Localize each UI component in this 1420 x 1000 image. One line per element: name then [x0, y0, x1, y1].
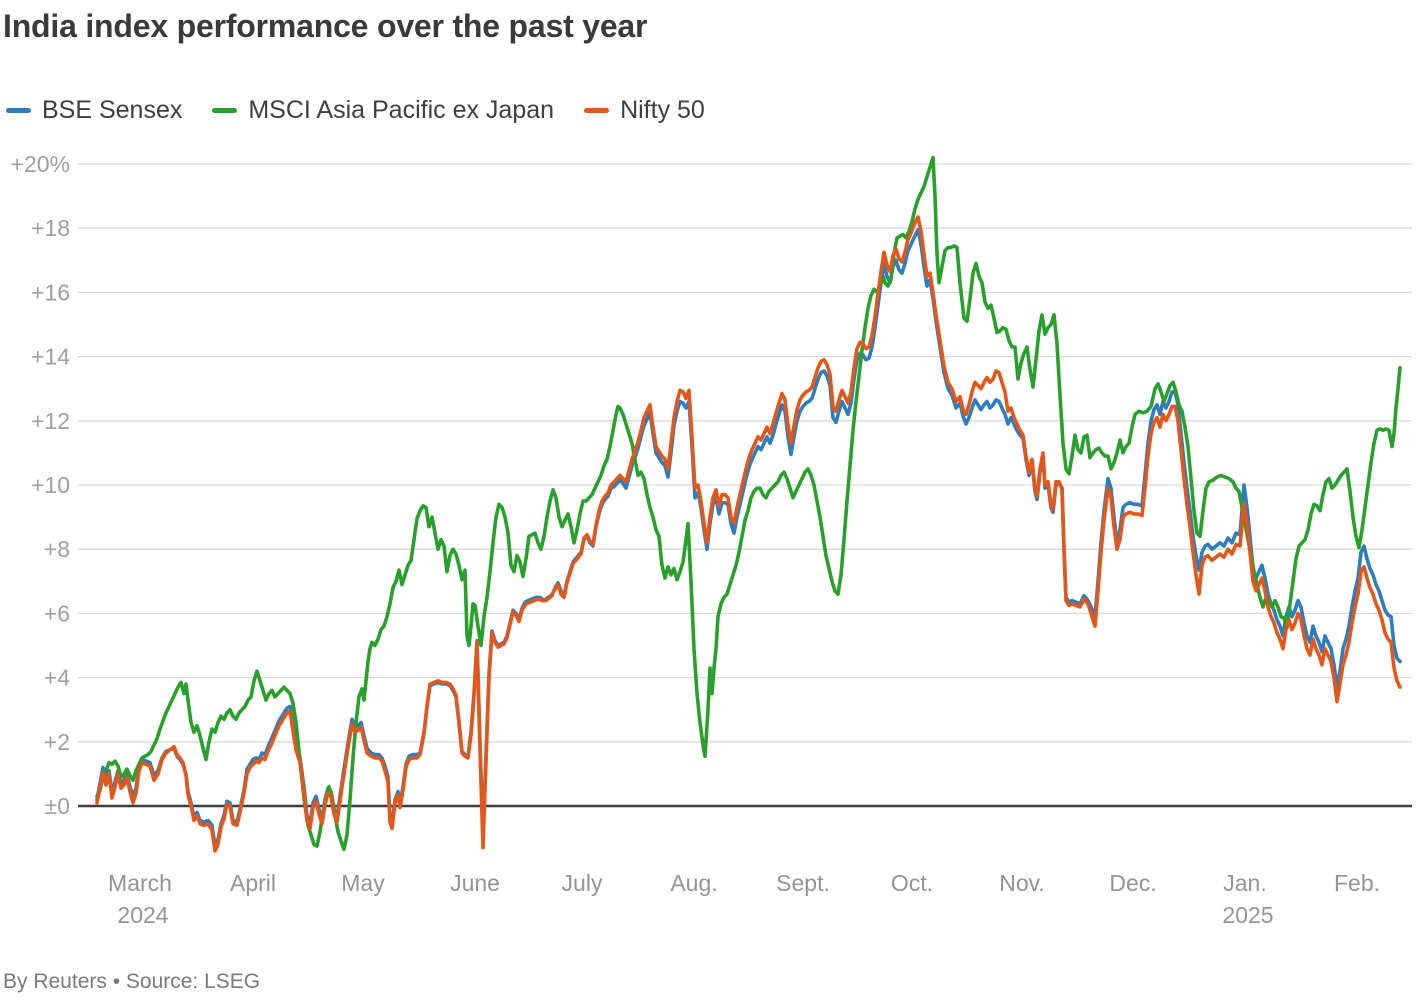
- series-line-msci-asia-pacific-ex-japan: [95, 155, 1402, 852]
- legend-label: MSCI Asia Pacific ex Japan: [248, 96, 555, 124]
- legend-swatch-blue: [6, 108, 31, 113]
- series-line-bse-sensex: [95, 228, 1402, 848]
- y-tick-label: +16: [31, 279, 70, 305]
- x-tick-label: June: [450, 870, 500, 896]
- legend-swatch-orange: [584, 108, 610, 113]
- x-tick-label: April: [230, 870, 276, 896]
- legend-item-msci-asia-pacific: MSCI Asia Pacific ex Japan: [212, 96, 554, 125]
- x-tick-label: March: [108, 870, 172, 896]
- y-tick-label: +20%: [11, 151, 70, 177]
- x-tick-label: Oct.: [891, 870, 933, 896]
- data-series: [95, 155, 1402, 853]
- x-tick-label: July: [562, 870, 603, 896]
- x-tick-label: Feb.: [1334, 870, 1380, 896]
- x-tick-label: May: [341, 870, 385, 896]
- chart-legend: BSE Sensex MSCI Asia Pacific ex Japan Ni…: [6, 96, 705, 125]
- y-tick-label: +18: [31, 215, 70, 241]
- source-attribution: By Reuters • Source: LSEG: [3, 970, 261, 993]
- y-tick-label: +6: [44, 600, 70, 626]
- legend-label: BSE Sensex: [42, 96, 183, 124]
- legend-label: Nifty 50: [620, 96, 705, 124]
- series-line-nifty-50: [95, 215, 1402, 853]
- legend-item-bse-sensex: BSE Sensex: [6, 96, 182, 125]
- x-tick-year-label: 2025: [1222, 902, 1273, 928]
- y-tick-label: +2: [44, 729, 70, 755]
- page-title: India index performance over the past ye…: [3, 8, 648, 44]
- y-tick-label: ±0: [45, 793, 70, 819]
- x-tick-label: Aug.: [670, 870, 717, 896]
- y-tick-label: +10: [31, 472, 70, 498]
- y-tick-label: +12: [31, 408, 70, 434]
- x-axis-labels: March 2024 April May June July Aug. Sept. Oct. No…: [108, 870, 1380, 928]
- x-tick-label: Jan.: [1223, 870, 1266, 896]
- y-tick-label: +14: [31, 344, 70, 370]
- y-tick-label: +4: [44, 665, 70, 691]
- legend-swatch-green: [212, 108, 238, 113]
- y-axis-labels: +20% +18 +16 +14 +12 +10 +8 +6 +4 +2 ±0: [11, 151, 71, 819]
- x-tick-year-label: 2024: [117, 902, 168, 928]
- legend-item-nifty-50: Nifty 50: [584, 96, 705, 125]
- x-tick-label: Sept.: [776, 870, 830, 896]
- x-tick-label: Nov.: [999, 870, 1045, 896]
- x-tick-label: Dec.: [1109, 870, 1156, 896]
- y-tick-label: +8: [44, 536, 70, 562]
